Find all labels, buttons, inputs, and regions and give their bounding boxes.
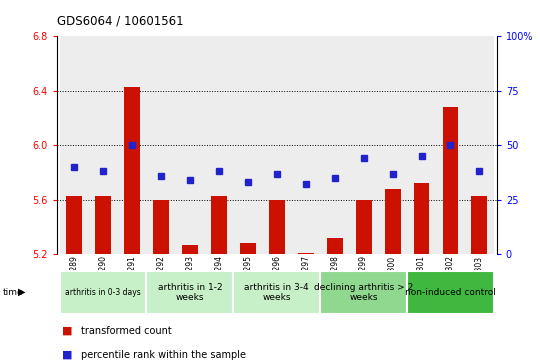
Text: time: time [3,288,23,297]
Text: arthritis in 1-2
weeks: arthritis in 1-2 weeks [158,282,222,302]
Bar [349,36,378,254]
Bar [118,36,146,254]
Bar [471,196,488,254]
Bar [327,238,342,254]
Bar [262,36,291,254]
Bar [407,270,494,314]
Bar [176,36,204,254]
Bar [442,107,458,254]
Text: ■: ■ [62,350,72,359]
Bar [407,36,436,254]
Bar [153,200,169,254]
Bar [436,36,465,254]
Text: ■: ■ [62,326,72,336]
Text: transformed count: transformed count [81,326,172,336]
Text: arthritis in 3-4
weeks: arthritis in 3-4 weeks [245,282,309,302]
Bar [414,183,429,254]
Bar [59,36,89,254]
Bar [89,36,118,254]
Bar [269,200,285,254]
Bar [95,196,111,254]
Bar [291,36,320,254]
Bar [233,270,320,314]
Bar [320,36,349,254]
Text: non-induced control: non-induced control [405,288,496,297]
Text: percentile rank within the sample: percentile rank within the sample [81,350,246,359]
Bar [378,36,407,254]
Bar [146,270,233,314]
Bar [146,36,176,254]
Bar [240,243,256,254]
Bar [182,245,198,254]
Bar [320,270,407,314]
Text: arthritis in 0-3 days: arthritis in 0-3 days [65,288,141,297]
Bar [66,196,82,254]
Text: GDS6064 / 10601561: GDS6064 / 10601561 [57,15,183,28]
Bar [384,189,401,254]
Bar [59,270,146,314]
Bar [356,200,372,254]
Text: declining arthritis > 2
weeks: declining arthritis > 2 weeks [314,282,413,302]
Bar [204,36,233,254]
Bar [124,87,140,254]
Bar [465,36,494,254]
Bar [211,196,227,254]
Bar [233,36,262,254]
Text: ▶: ▶ [18,287,25,297]
Bar [298,253,314,254]
